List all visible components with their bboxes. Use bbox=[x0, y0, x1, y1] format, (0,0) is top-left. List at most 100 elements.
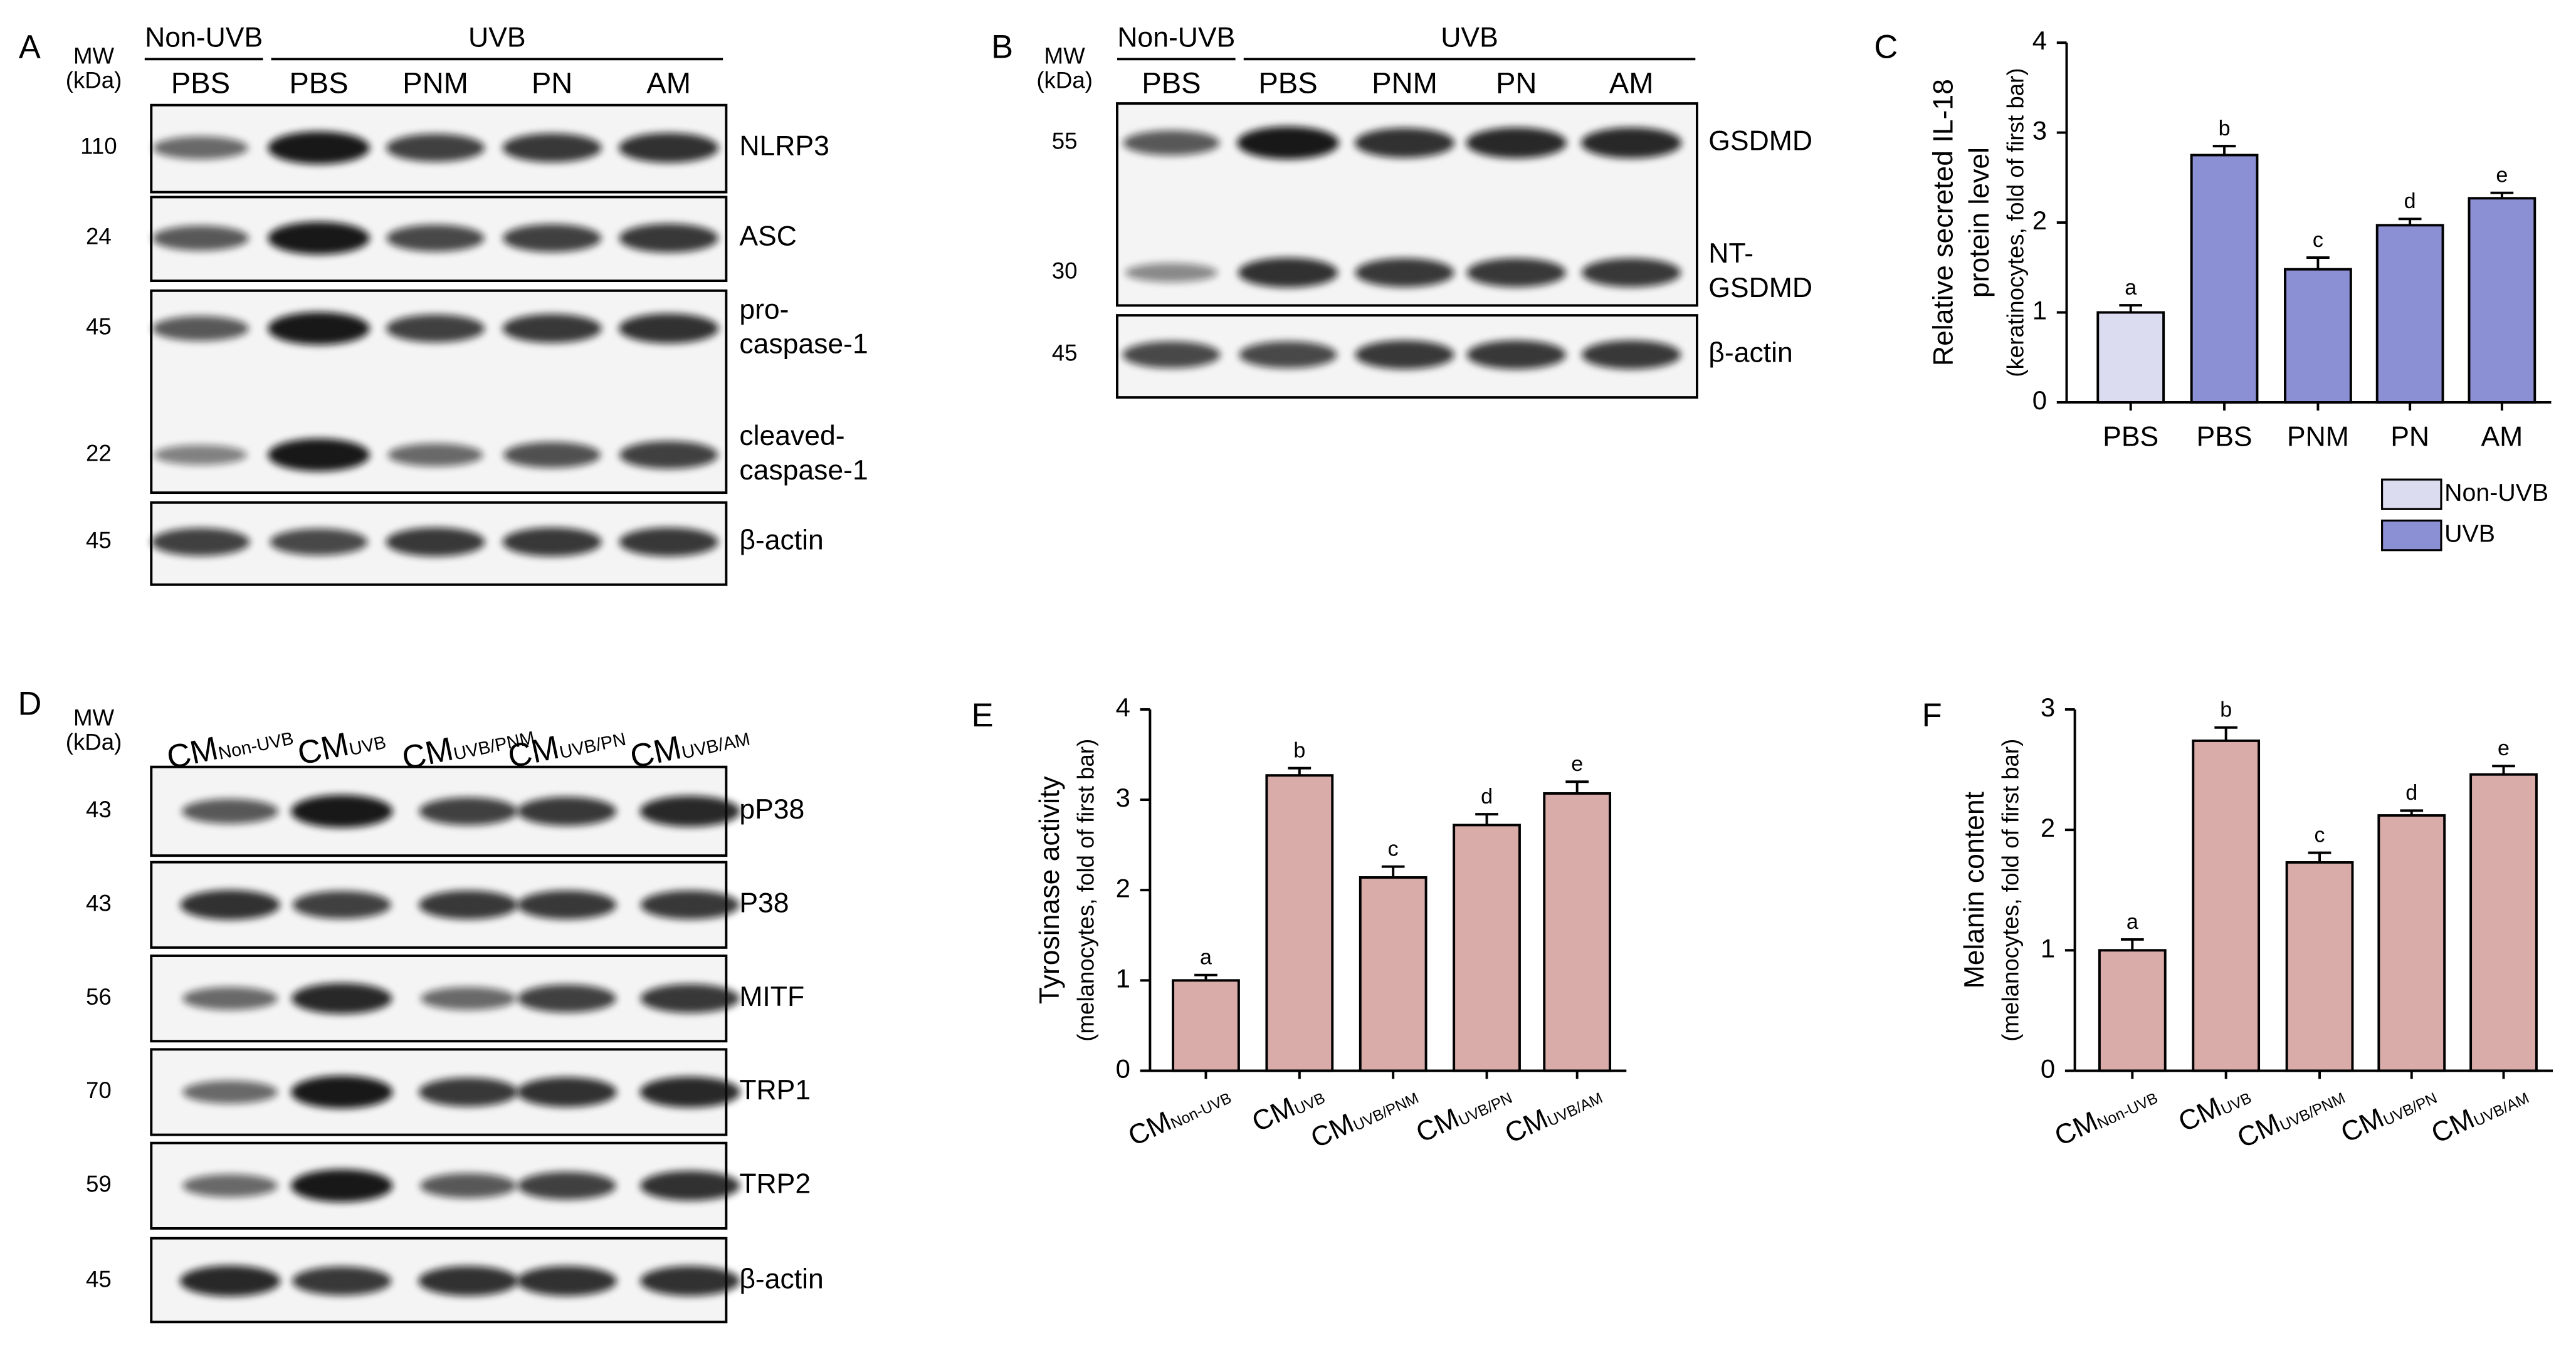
band bbox=[386, 314, 485, 343]
group-label: UVB bbox=[468, 23, 526, 53]
band bbox=[270, 528, 368, 556]
bar bbox=[2468, 197, 2537, 404]
mw-value: 45 bbox=[1052, 340, 1078, 366]
lane-label: PBS bbox=[1142, 66, 1201, 100]
mw-value: 110 bbox=[80, 133, 117, 159]
band bbox=[182, 1174, 278, 1198]
significance-letter: d bbox=[1481, 785, 1493, 809]
band bbox=[179, 1265, 281, 1297]
lane-label: PBS bbox=[289, 66, 348, 100]
significance-letter: a bbox=[2127, 910, 2138, 934]
y-axis-label: (melanocytes, fold of first bar) bbox=[1998, 739, 2024, 1042]
mw-value: 45 bbox=[86, 314, 112, 340]
y-tick-label: 1 bbox=[2041, 933, 2055, 963]
protein-label: pro- bbox=[739, 294, 789, 325]
band bbox=[292, 891, 391, 919]
significance-letter: e bbox=[1571, 752, 1583, 776]
band bbox=[182, 987, 278, 1010]
band bbox=[292, 983, 392, 1014]
lane-label-sub: Non-UVB bbox=[216, 728, 295, 764]
legend-label: UVB bbox=[2444, 520, 2495, 548]
x-tick-label-main: CM bbox=[2174, 1092, 2226, 1138]
x-tick-label-main: CM bbox=[1123, 1106, 1175, 1152]
band bbox=[386, 527, 485, 557]
protein-label: β-actin bbox=[1708, 338, 1793, 369]
mw-value: 45 bbox=[86, 527, 112, 553]
y-axis-label: protein level bbox=[1964, 147, 1995, 298]
band bbox=[517, 890, 617, 919]
band bbox=[268, 311, 370, 345]
mw-header: MW bbox=[73, 704, 115, 730]
protein-label: β-actin bbox=[739, 525, 824, 555]
y-axis-label: Tyrosinase activity bbox=[1034, 776, 1065, 1005]
band bbox=[290, 795, 393, 828]
band bbox=[182, 1081, 278, 1104]
lane-label: PBS bbox=[171, 66, 230, 100]
lane-label: AM bbox=[1609, 66, 1654, 100]
y-tick-label: 2 bbox=[1116, 873, 1130, 903]
group-label: UVB bbox=[1441, 23, 1498, 53]
band bbox=[640, 1265, 740, 1296]
x-tick-label-main: CM bbox=[1500, 1103, 1552, 1149]
band bbox=[268, 221, 370, 255]
mw-header: (kDa) bbox=[1036, 68, 1093, 93]
y-tick-label: 4 bbox=[1116, 693, 1130, 722]
band bbox=[151, 528, 250, 556]
band bbox=[1239, 341, 1337, 369]
x-tick-label-main: CM bbox=[1411, 1102, 1463, 1149]
bar bbox=[2190, 154, 2259, 404]
band bbox=[290, 1075, 393, 1109]
y-tick-label: 3 bbox=[2032, 116, 2047, 145]
significance-letter: b bbox=[2220, 698, 2232, 722]
bar bbox=[2469, 773, 2538, 1072]
y-tick-label: 1 bbox=[2032, 296, 2047, 325]
protein-label: β-actin bbox=[739, 1264, 824, 1295]
x-tick-label-sub: Non-UVB bbox=[1169, 1090, 1234, 1133]
band bbox=[517, 797, 617, 826]
band bbox=[419, 1173, 517, 1198]
bar bbox=[1453, 824, 1521, 1072]
band bbox=[268, 131, 370, 165]
lane-label: AM bbox=[646, 66, 691, 100]
band bbox=[1466, 340, 1566, 370]
band bbox=[418, 890, 518, 919]
x-tick-label: AM bbox=[2481, 421, 2523, 452]
band bbox=[517, 1171, 616, 1200]
y-tick-label: 2 bbox=[2041, 813, 2055, 842]
mw-value: 22 bbox=[86, 441, 112, 466]
band bbox=[1582, 340, 1681, 370]
band bbox=[152, 226, 249, 251]
lane-label: PN bbox=[1496, 66, 1537, 100]
band bbox=[619, 132, 719, 163]
protein-label: pP38 bbox=[739, 794, 804, 825]
x-tick-label: CMUVB/AM bbox=[1500, 1078, 1606, 1149]
x-tick-label: CMUVB/AM bbox=[2427, 1078, 2533, 1149]
band bbox=[180, 889, 280, 920]
x-tick-label-main: CM bbox=[2232, 1108, 2284, 1154]
protein-label: TRP1 bbox=[739, 1075, 811, 1106]
band bbox=[290, 1169, 393, 1203]
band bbox=[1123, 130, 1220, 155]
band bbox=[152, 136, 248, 160]
protein-label: GSDMD bbox=[1708, 273, 1812, 303]
bar bbox=[2285, 861, 2354, 1072]
mw-header: (kDa) bbox=[66, 730, 122, 755]
x-tick-label-sub: UVB bbox=[1292, 1090, 1328, 1119]
band bbox=[387, 443, 483, 467]
bar bbox=[2284, 268, 2352, 404]
mw-value: 70 bbox=[86, 1077, 112, 1103]
significance-letter: e bbox=[2498, 736, 2510, 760]
bar bbox=[1265, 774, 1334, 1072]
lane-label: PNM bbox=[1372, 66, 1438, 100]
significance-letter: d bbox=[2404, 189, 2416, 213]
y-tick-label: 4 bbox=[2032, 26, 2047, 55]
panel-label: D bbox=[18, 686, 41, 723]
panel-label: E bbox=[972, 698, 994, 734]
band bbox=[182, 798, 279, 824]
protein-label: MITF bbox=[739, 981, 804, 1012]
x-tick-label-main: CM bbox=[2337, 1102, 2389, 1149]
protein-label: ASC bbox=[739, 221, 797, 252]
protein-label: cleaved- bbox=[739, 421, 844, 451]
